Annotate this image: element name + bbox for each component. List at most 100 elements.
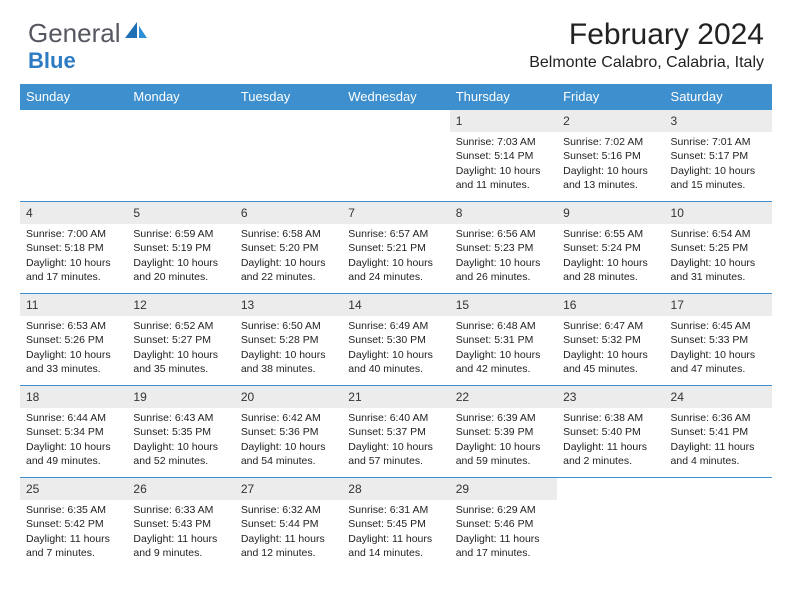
day-info-line: Sunrise: 6:29 AM [456,503,551,517]
day-content: Sunrise: 6:43 AMSunset: 5:35 PMDaylight:… [127,408,234,472]
calendar-day-cell: 10Sunrise: 6:54 AMSunset: 5:25 PMDayligh… [665,202,772,294]
calendar-day-cell: 19Sunrise: 6:43 AMSunset: 5:35 PMDayligh… [127,386,234,478]
weekday-header: Wednesday [342,84,449,110]
calendar-day-cell: 24Sunrise: 6:36 AMSunset: 5:41 PMDayligh… [665,386,772,478]
day-info-line: and 17 minutes. [456,546,551,560]
weekday-header: Sunday [20,84,127,110]
day-info-line: and 26 minutes. [456,270,551,284]
day-content: Sunrise: 6:58 AMSunset: 5:20 PMDaylight:… [235,224,342,288]
day-info-line: Daylight: 10 hours [26,348,121,362]
day-info-line: and 28 minutes. [563,270,658,284]
day-info-line: and 54 minutes. [241,454,336,468]
day-info-line: and 2 minutes. [563,454,658,468]
day-info-line: Sunset: 5:30 PM [348,333,443,347]
day-number [235,110,342,132]
calendar-week-row: 18Sunrise: 6:44 AMSunset: 5:34 PMDayligh… [20,386,772,478]
calendar-day-cell: 1Sunrise: 7:03 AMSunset: 5:14 PMDaylight… [450,110,557,202]
day-info-line: Sunrise: 7:01 AM [671,135,766,149]
day-info-line: Sunset: 5:42 PM [26,517,121,531]
day-info-line: Daylight: 10 hours [563,256,658,270]
day-content: Sunrise: 6:29 AMSunset: 5:46 PMDaylight:… [450,500,557,564]
day-info-line: Daylight: 10 hours [133,348,228,362]
day-number: 9 [557,202,664,224]
calendar-day-cell: 22Sunrise: 6:39 AMSunset: 5:39 PMDayligh… [450,386,557,478]
calendar-week-row: 11Sunrise: 6:53 AMSunset: 5:26 PMDayligh… [20,294,772,386]
day-number: 24 [665,386,772,408]
day-number: 7 [342,202,449,224]
calendar-day-cell: 5Sunrise: 6:59 AMSunset: 5:19 PMDaylight… [127,202,234,294]
day-info-line: Sunset: 5:28 PM [241,333,336,347]
calendar-day-cell: 11Sunrise: 6:53 AMSunset: 5:26 PMDayligh… [20,294,127,386]
day-info-line: Sunrise: 6:59 AM [133,227,228,241]
day-number: 29 [450,478,557,500]
day-content: Sunrise: 6:49 AMSunset: 5:30 PMDaylight:… [342,316,449,380]
calendar-day-cell: 20Sunrise: 6:42 AMSunset: 5:36 PMDayligh… [235,386,342,478]
day-info-line: Daylight: 10 hours [348,440,443,454]
day-info-line: and 35 minutes. [133,362,228,376]
calendar-header-row: SundayMondayTuesdayWednesdayThursdayFrid… [20,84,772,110]
day-number: 10 [665,202,772,224]
calendar-day-cell: 27Sunrise: 6:32 AMSunset: 5:44 PMDayligh… [235,478,342,570]
calendar-day-cell: 26Sunrise: 6:33 AMSunset: 5:43 PMDayligh… [127,478,234,570]
day-info-line: Sunset: 5:14 PM [456,149,551,163]
calendar-week-row: 25Sunrise: 6:35 AMSunset: 5:42 PMDayligh… [20,478,772,570]
day-info-line: Sunrise: 7:02 AM [563,135,658,149]
day-info-line: Sunrise: 6:56 AM [456,227,551,241]
day-number: 28 [342,478,449,500]
day-info-line: and 59 minutes. [456,454,551,468]
day-number: 13 [235,294,342,316]
day-info-line: and 7 minutes. [26,546,121,560]
day-info-line: and 31 minutes. [671,270,766,284]
day-info-line: Sunrise: 6:36 AM [671,411,766,425]
day-content [127,132,234,139]
day-info-line: Sunrise: 7:00 AM [26,227,121,241]
weekday-header: Monday [127,84,234,110]
day-info-line: and 22 minutes. [241,270,336,284]
day-info-line: and 33 minutes. [26,362,121,376]
calendar-body: 1Sunrise: 7:03 AMSunset: 5:14 PMDaylight… [20,110,772,570]
calendar-day-cell [20,110,127,202]
logo-blue-row: Blue [28,48,76,74]
day-info-line: Sunrise: 6:55 AM [563,227,658,241]
day-content: Sunrise: 6:55 AMSunset: 5:24 PMDaylight:… [557,224,664,288]
day-info-line: Sunset: 5:32 PM [563,333,658,347]
weekday-header: Thursday [450,84,557,110]
day-number: 4 [20,202,127,224]
day-info-line: Sunrise: 6:39 AM [456,411,551,425]
day-info-line: Sunset: 5:19 PM [133,241,228,255]
day-content: Sunrise: 6:38 AMSunset: 5:40 PMDaylight:… [557,408,664,472]
day-content: Sunrise: 6:57 AMSunset: 5:21 PMDaylight:… [342,224,449,288]
calendar-table: SundayMondayTuesdayWednesdayThursdayFrid… [20,84,772,570]
day-info-line: Sunrise: 6:54 AM [671,227,766,241]
day-info-line: Sunset: 5:21 PM [348,241,443,255]
day-info-line: Daylight: 11 hours [241,532,336,546]
day-number [665,478,772,500]
day-info-line: Sunset: 5:37 PM [348,425,443,439]
day-info-line: Sunrise: 6:40 AM [348,411,443,425]
day-info-line: and 12 minutes. [241,546,336,560]
day-info-line: Daylight: 10 hours [133,256,228,270]
day-number: 2 [557,110,664,132]
calendar-day-cell [665,478,772,570]
day-content: Sunrise: 6:33 AMSunset: 5:43 PMDaylight:… [127,500,234,564]
day-info-line: Sunset: 5:20 PM [241,241,336,255]
day-info-line: Sunset: 5:17 PM [671,149,766,163]
day-info-line: Daylight: 10 hours [26,440,121,454]
day-content: Sunrise: 6:48 AMSunset: 5:31 PMDaylight:… [450,316,557,380]
day-number: 18 [20,386,127,408]
day-number: 21 [342,386,449,408]
day-info-line: Sunrise: 6:50 AM [241,319,336,333]
day-info-line: Sunset: 5:36 PM [241,425,336,439]
day-content: Sunrise: 7:02 AMSunset: 5:16 PMDaylight:… [557,132,664,196]
day-content: Sunrise: 6:53 AMSunset: 5:26 PMDaylight:… [20,316,127,380]
day-info-line: Daylight: 10 hours [241,256,336,270]
day-info-line: Daylight: 10 hours [671,164,766,178]
day-info-line: Sunset: 5:41 PM [671,425,766,439]
day-info-line: Daylight: 10 hours [241,348,336,362]
calendar-day-cell: 8Sunrise: 6:56 AMSunset: 5:23 PMDaylight… [450,202,557,294]
day-content: Sunrise: 6:39 AMSunset: 5:39 PMDaylight:… [450,408,557,472]
day-info-line: Sunrise: 6:47 AM [563,319,658,333]
day-info-line: Daylight: 11 hours [133,532,228,546]
day-content: Sunrise: 7:01 AMSunset: 5:17 PMDaylight:… [665,132,772,196]
day-info-line: Sunset: 5:43 PM [133,517,228,531]
